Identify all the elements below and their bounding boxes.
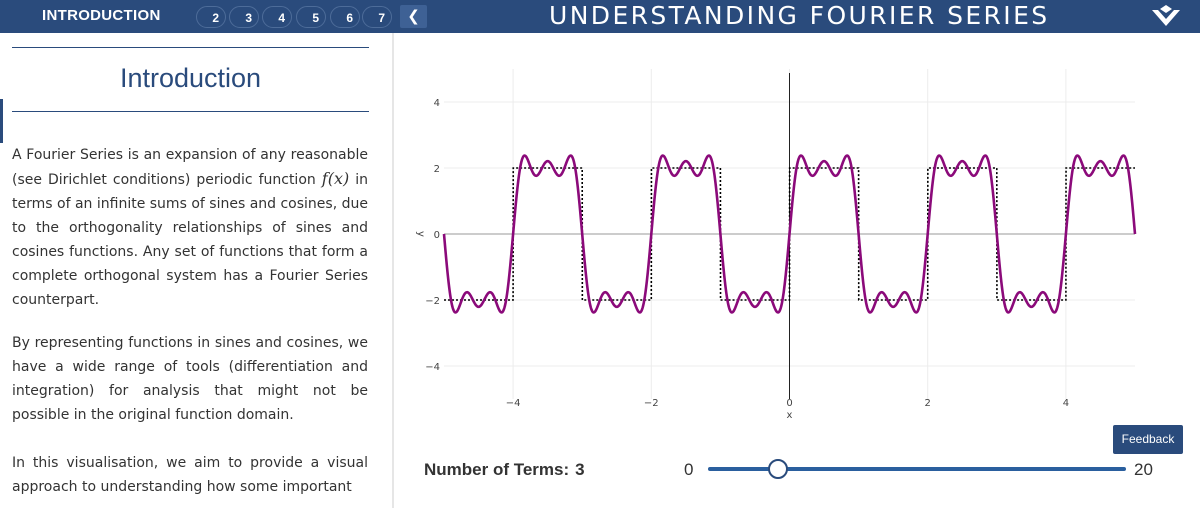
x-axis-title: x — [787, 410, 793, 421]
page-link-7[interactable]: 7 — [362, 6, 392, 28]
section-heading: Introduction — [119, 63, 262, 93]
left-accent-bar — [0, 99, 3, 143]
x-tick-label: 2 — [925, 398, 931, 409]
y-tick-label: 4 — [434, 98, 440, 109]
para1-text-b: in terms of an infinite sums of sines an… — [12, 172, 368, 308]
y-tick-label: −4 — [425, 362, 440, 373]
fx-math: f(x) — [321, 169, 350, 188]
y-tick-label: −2 — [425, 296, 440, 307]
slider-max-label: 20 — [1134, 460, 1153, 479]
page-link-5[interactable]: 5 — [296, 6, 326, 28]
feedback-button[interactable]: Feedback — [1113, 425, 1183, 454]
x-tick-label: 0 — [786, 398, 792, 409]
y-tick-label: 2 — [434, 164, 440, 175]
heading-rule-top — [12, 47, 369, 48]
x-tick-label: −4 — [506, 398, 521, 409]
y-tick-label: 0 — [434, 230, 440, 241]
page-link-4[interactable]: 4 — [262, 6, 292, 28]
terms-value: 3 — [575, 460, 585, 479]
right-panel: −4 −2 0 2 4 −4 −2 0 2 4 x y Number of Terms: 3 0 20 … — [394, 33, 1200, 508]
fourier-plot[interactable]: −4 −2 0 2 4 −4 −2 0 2 4 x y — [394, 33, 1200, 433]
page-link-3[interactable]: 3 — [229, 6, 259, 28]
intro-paragraph-3: In this visualisation, we aim to provide… — [12, 455, 368, 495]
slider-min-label: 0 — [684, 460, 694, 479]
para1-text-a: A Fourier Series is an expansion of any … — [12, 147, 368, 188]
x-tick-label: −2 — [644, 398, 659, 409]
nav-current-section[interactable]: INTRODUCTION — [42, 7, 161, 24]
panel-divider — [392, 33, 394, 508]
top-nav-bar: INTRODUCTION 2 3 4 5 6 7 ❮ UNDERSTANDING… — [0, 0, 1200, 33]
app-title: UNDERSTANDING FOURIER SERIES — [549, 1, 1050, 30]
intro-paragraph-1: A Fourier Series is an expansion of any … — [12, 143, 368, 312]
intro-paragraph-2: By representing functions in sines and c… — [12, 335, 368, 423]
fourier-approx-series — [442, 154, 1137, 314]
terms-label-text: Number of Terms: — [424, 460, 570, 479]
y-axis-title: y — [415, 231, 426, 237]
page-link-2[interactable]: 2 — [196, 6, 226, 28]
terms-slider-thumb[interactable] — [768, 459, 788, 479]
university-logo-icon — [1152, 5, 1180, 26]
chevron-left-icon: ❮ — [407, 7, 420, 25]
number-of-terms-label: Number of Terms: 3 — [424, 460, 585, 480]
page-link-6[interactable]: 6 — [330, 6, 360, 28]
left-panel: Introduction A Fourier Series is an expa… — [0, 33, 392, 508]
terms-slider-track[interactable] — [708, 467, 1126, 471]
back-button[interactable]: ❮ — [400, 5, 427, 28]
square-wave-series — [444, 167, 1135, 301]
heading-rule-bottom — [12, 111, 369, 112]
x-tick-label: 4 — [1063, 398, 1069, 409]
